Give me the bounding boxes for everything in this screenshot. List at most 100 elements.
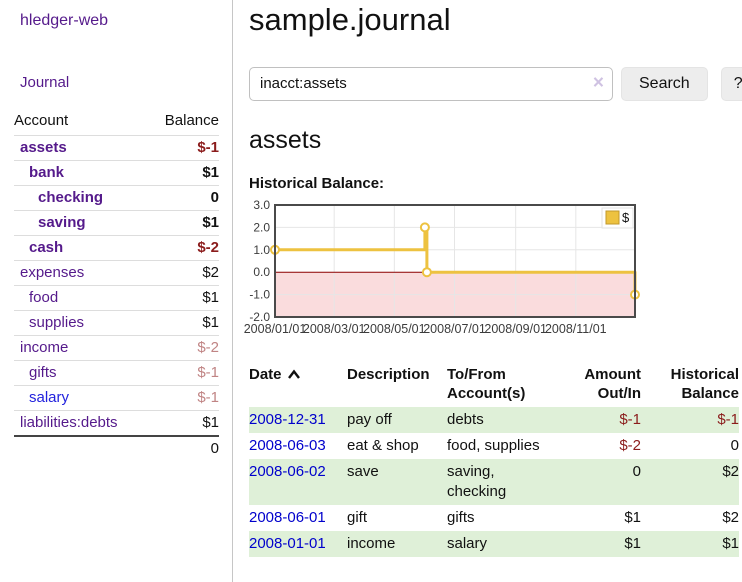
account-link-supplies[interactable]: supplies	[29, 314, 85, 331]
chart-canvas: $3.0 2.0 1.0 0.0 -1.0 -2.02008/01/012008/03/0…	[244, 198, 640, 336]
historical-balance-chart: $3.0 2.0 1.0 0.0 -1.0 -2.0 2008/01/01 2008/03/0…	[244, 198, 742, 341]
account-row: cash $-2	[14, 235, 219, 261]
account-link-income[interactable]: income	[20, 339, 69, 356]
account-row: gifts $-1	[14, 360, 219, 386]
account-balance: $1	[148, 160, 219, 186]
account-balance: $1	[148, 410, 219, 436]
account-link-bank[interactable]: bank	[29, 164, 65, 181]
search-bar: × Search ?	[249, 66, 742, 101]
transaction-date-link[interactable]: 2008-06-03	[249, 436, 326, 454]
account-row: expenses $2	[14, 260, 219, 286]
balance-column-header: Balance	[164, 112, 219, 129]
date-column-header[interactable]: Date	[249, 365, 347, 407]
svg-text:2008/05/01: 2008/05/01	[363, 322, 426, 336]
transaction-description: pay off	[347, 410, 392, 428]
transaction-description: income	[347, 534, 396, 552]
description-column-header: Description	[347, 365, 430, 383]
table-row: 2008-06-03 eat & shop food, supplies $-2 0	[249, 433, 739, 459]
accounts-column-header: To/From Account(s)	[447, 365, 526, 402]
account-balance: $-2	[148, 335, 219, 361]
search-box: ×	[249, 66, 613, 101]
svg-text:2.0: 2.0	[253, 220, 270, 234]
account-row: liabilities:debts $1	[14, 410, 219, 436]
transaction-description: save	[347, 462, 379, 480]
date-column-label: Date	[249, 365, 282, 383]
svg-text:-2.0: -2.0	[249, 310, 270, 324]
account-row: supplies $1	[14, 310, 219, 336]
account-link-saving[interactable]: saving	[38, 214, 86, 231]
svg-text:0.0: 0.0	[253, 265, 270, 279]
account-balance: $1	[148, 310, 219, 336]
accounts-total-row: 0	[14, 435, 219, 461]
account-balance: $1	[148, 210, 219, 236]
table-row: 2008-06-01 gift gifts $1 $2	[249, 505, 739, 531]
data-point	[421, 266, 432, 277]
account-balance: 0	[148, 185, 219, 211]
amount-column-header: Amount Out/In	[584, 365, 641, 402]
transaction-date-link[interactable]: 2008-01-01	[249, 534, 326, 552]
transaction-date-link[interactable]: 2008-12-31	[249, 410, 326, 428]
account-row: bank $1	[14, 160, 219, 186]
account-link-gifts[interactable]: gifts	[29, 364, 57, 381]
register-table: Date Description To/From Account(s) Amou…	[249, 365, 739, 557]
main-content: sample.journal × Search ? assets Histori…	[233, 0, 742, 582]
transaction-amount: $-2	[619, 436, 641, 454]
sidebar: hledger-web Journal Account Balance asse…	[0, 0, 233, 582]
table-row: 2008-01-01 income salary $1 $1	[249, 530, 739, 557]
transaction-amount: 0	[632, 462, 641, 480]
account-row: food $1	[14, 285, 219, 311]
svg-text:2008/01/01: 2008/01/01	[244, 322, 307, 336]
search-button[interactable]: Search	[621, 66, 708, 101]
transaction-accounts: food, supplies	[447, 436, 540, 454]
transaction-amount: $1	[624, 508, 641, 526]
transaction-description: gift	[347, 508, 368, 526]
svg-text:2008/11/01: 2008/11/01	[545, 322, 607, 336]
account-link-expenses[interactable]: expenses	[20, 264, 85, 281]
account-heading: assets	[249, 125, 322, 154]
account-balance: $-1	[148, 385, 219, 411]
account-balance: $-1	[148, 135, 219, 161]
transaction-date-link[interactable]: 2008-06-01	[249, 508, 326, 526]
legend-label: $	[622, 210, 630, 225]
transaction-date-link[interactable]: 2008-06-02	[249, 462, 326, 480]
accounts-table-header: Account Balance	[14, 112, 219, 136]
page-title: sample.journal	[249, 2, 451, 37]
table-row: 2008-12-31 pay off debts $-1 $-1	[249, 406, 739, 433]
transaction-amount: $1	[624, 534, 641, 552]
account-link-checking[interactable]: checking	[38, 189, 104, 206]
legend-swatch	[605, 210, 620, 225]
sort-ascending-icon	[287, 369, 300, 379]
svg-text:2008/07/01: 2008/07/01	[423, 322, 486, 336]
sidebar-item-journal[interactable]: Journal	[20, 74, 70, 91]
account-row: assets $-1	[14, 135, 219, 161]
account-row: salary $-1	[14, 385, 219, 411]
transaction-accounts: saving, checking	[447, 462, 507, 500]
svg-text:2008/09/01: 2008/09/01	[484, 322, 547, 336]
search-input[interactable]	[249, 66, 613, 101]
data-point	[419, 222, 430, 233]
transaction-balance: $2	[722, 462, 739, 480]
transaction-balance: 0	[730, 436, 739, 454]
account-link-assets[interactable]: assets	[20, 139, 67, 156]
account-balance: $-1	[148, 360, 219, 386]
account-row: income $-2	[14, 335, 219, 361]
svg-text:-1.0: -1.0	[249, 287, 270, 301]
account-link-food[interactable]: food	[29, 289, 59, 306]
svg-text:1.0: 1.0	[253, 242, 270, 256]
chart-title: Historical Balance:	[249, 174, 385, 192]
account-link-salary[interactable]: salary	[29, 389, 70, 406]
transaction-balance: $1	[722, 534, 739, 552]
clear-search-icon[interactable]: ×	[592, 72, 604, 94]
accounts-table: Account Balance assets $-1 bank $1 checking 0…	[14, 112, 219, 461]
transaction-accounts: debts	[447, 410, 484, 428]
help-button[interactable]: ?	[720, 66, 742, 101]
svg-text:3.0: 3.0	[253, 198, 270, 212]
brand-link[interactable]: hledger-web	[20, 12, 109, 29]
plot-border	[274, 203, 636, 318]
transaction-description: eat & shop	[347, 436, 419, 454]
transaction-balance: $2	[722, 508, 739, 526]
account-link-liabilities-debts[interactable]: liabilities:debts	[20, 414, 118, 431]
register-table-header: Date Description To/From Account(s) Amou…	[249, 365, 739, 407]
transaction-accounts: salary	[447, 534, 488, 552]
account-link-cash[interactable]: cash	[29, 239, 64, 256]
